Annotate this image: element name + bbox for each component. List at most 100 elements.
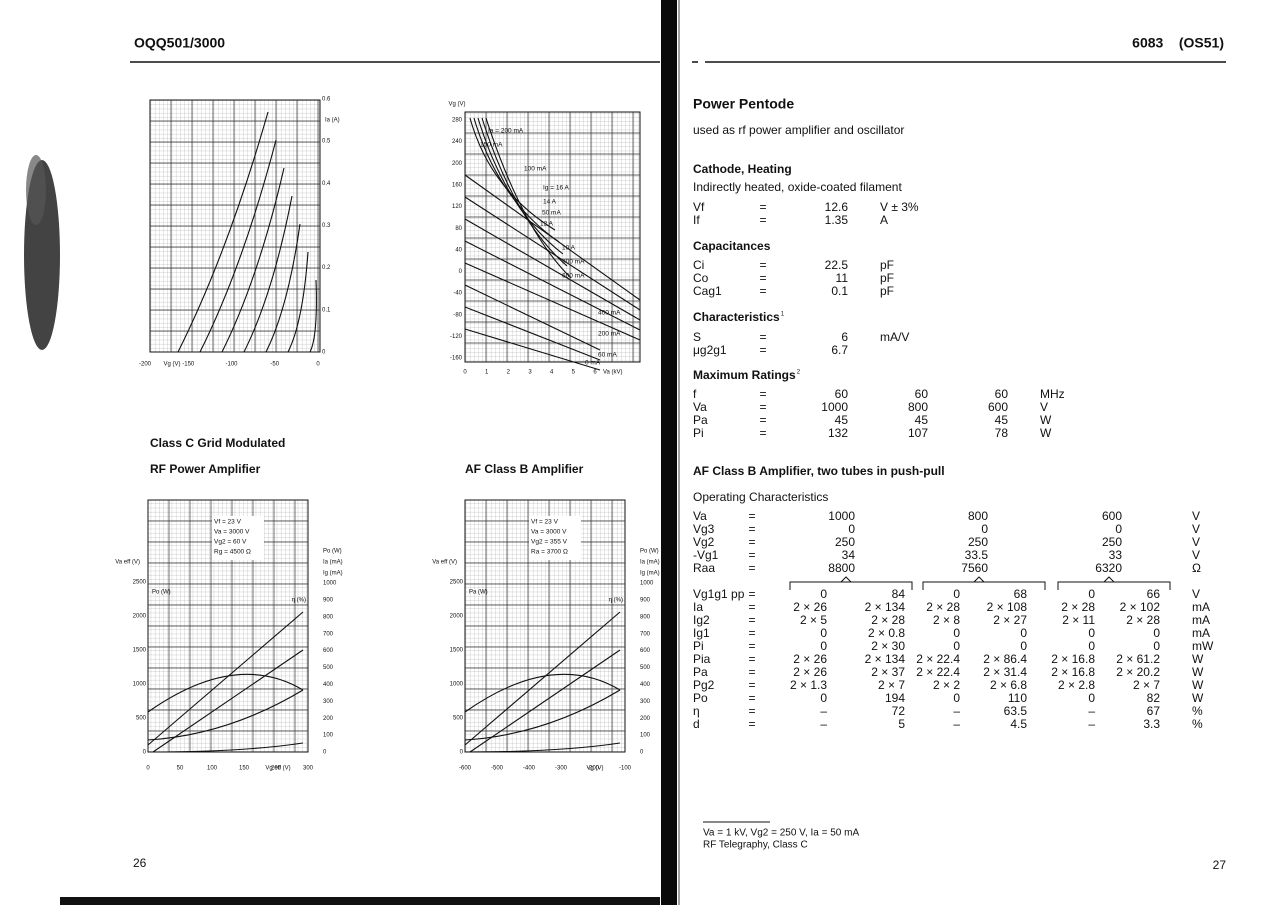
y-tick-label: 1000 (640, 581, 654, 587)
table-cell: 0 (1088, 691, 1095, 705)
table-cell: 2 × 30 (871, 639, 905, 653)
table-cell: 0 (1115, 522, 1122, 536)
axis-label: Pa (W) (469, 590, 488, 596)
y-tick-label: 200 (640, 716, 651, 722)
spec-cell: 45 (915, 413, 929, 427)
y-tick-label: 600 (640, 648, 651, 654)
y-tick-label: 100 (640, 733, 651, 739)
table-cell: 0 (820, 691, 827, 705)
doc-subtitle: used as rf power amplifier and oscillato… (693, 123, 904, 137)
table-cell: Raa (693, 561, 715, 575)
table-cell: = (748, 600, 755, 614)
spec-cell: 22.5 (825, 258, 849, 272)
curve (199, 139, 277, 353)
spec-cell: 6.7 (831, 343, 848, 357)
spec-cell: Va (693, 400, 707, 414)
table-cell: V (1192, 522, 1200, 536)
axis-label: Ia (mA) (323, 560, 343, 566)
footnote: RF Telegraphy, Class C (703, 840, 808, 851)
table-cell: V (1192, 548, 1200, 562)
spec-cell: = (759, 387, 766, 401)
table-cell: -Vg1 (693, 548, 719, 562)
table-cell: W (1192, 691, 1204, 705)
annotation: Ra = 3700 Ω (531, 549, 568, 556)
table-cell: Pa (693, 665, 708, 679)
y-tick-label: 0 (143, 750, 147, 756)
table-cell: – (820, 704, 827, 718)
axis-label: Va eff (V) (432, 560, 457, 566)
curve (147, 689, 304, 741)
footnote: Va = 1 kV, Vg2 = 250 V, Ia = 50 mA (703, 828, 859, 839)
axis-label: Va eff (V) (115, 560, 140, 566)
spec-cell: pF (880, 258, 894, 272)
spec-cell: Ci (693, 258, 704, 272)
curve (469, 649, 621, 753)
column-brace (1057, 576, 1171, 590)
spec-cell: Pi (693, 426, 704, 440)
table-cell: – (1088, 717, 1095, 731)
page-number: 26 (133, 856, 147, 870)
y-tick-label: 0 (640, 750, 644, 756)
table-cell: 2 × 26 (793, 652, 827, 666)
table-cell: 2 × 7 (878, 678, 905, 692)
spec-cell: = (759, 258, 766, 272)
y-tick-label: 300 (323, 699, 334, 705)
table-cell: 2 × 102 (1120, 600, 1161, 614)
x-tick-label: -100 (225, 362, 238, 368)
annotation: Va = 3000 V (214, 529, 250, 536)
table-cell: = (748, 717, 755, 731)
y-tick-label: 2500 (450, 580, 464, 586)
annotation: Vg2 = 60 V (214, 539, 247, 546)
x-tick-label: 1 (485, 370, 489, 376)
x-tick-label: 2 (507, 370, 511, 376)
spec-cell: = (759, 343, 766, 357)
spec-cell: = (759, 400, 766, 414)
x-tick-label: 300 (303, 766, 314, 772)
table-cell: 84 (892, 587, 906, 601)
table-cell: – (953, 717, 960, 731)
table-cell: 0 (1020, 639, 1027, 653)
spec-cell: 1000 (821, 400, 848, 414)
y-tick-label: -40 (453, 291, 462, 297)
page-header: 6083 (OS51) (1132, 35, 1224, 51)
table-cell: 67 (1147, 704, 1161, 718)
x-tick-label: 6 (593, 370, 597, 376)
annotation-box (212, 516, 264, 560)
y-tick-label: 40 (455, 247, 462, 253)
spec-cell: 600 (988, 400, 1008, 414)
y-tick-label: -120 (450, 334, 463, 340)
table-cell: = (748, 665, 755, 679)
x-tick-label: -400 (523, 766, 536, 772)
scan-blot (26, 155, 46, 225)
annotation-box (529, 516, 581, 560)
x-tick-label: -300 (555, 766, 568, 772)
curve (464, 689, 621, 741)
table-cell: 2 × 22.4 (916, 665, 960, 679)
x-tick-label: 100 (207, 766, 218, 772)
spec-cell: = (759, 413, 766, 427)
table-cell: 0 (953, 691, 960, 705)
table-cell: = (748, 652, 755, 666)
column-brace (789, 576, 913, 590)
x-tick-label: -50 (270, 362, 279, 368)
table-cell: – (953, 704, 960, 718)
spec-cell: μg2g1 (693, 343, 727, 357)
y-tick-label: 0.6 (322, 97, 331, 103)
table-cell: % (1192, 717, 1203, 731)
table-cell: 33 (1109, 548, 1123, 562)
curve-label: 12 A (540, 221, 554, 228)
table-cell: 600 (1102, 509, 1122, 523)
table-cell: W (1192, 665, 1204, 679)
curve-label: 60 mA (598, 352, 617, 359)
axis-label: Ia (mA) (640, 560, 660, 566)
table-cell: 0 (953, 587, 960, 601)
table-cell: 2 × 26 (793, 600, 827, 614)
annotation: Vg2 = 355 V (531, 539, 568, 546)
y-tick-label: 900 (323, 597, 334, 603)
spec-cell: A (880, 213, 888, 227)
curve (147, 742, 304, 753)
y-tick-label: 2500 (133, 580, 147, 586)
spec-cell: W (1040, 426, 1052, 440)
y-tick-label: 800 (323, 614, 334, 620)
y-tick-label: 1500 (450, 648, 464, 654)
